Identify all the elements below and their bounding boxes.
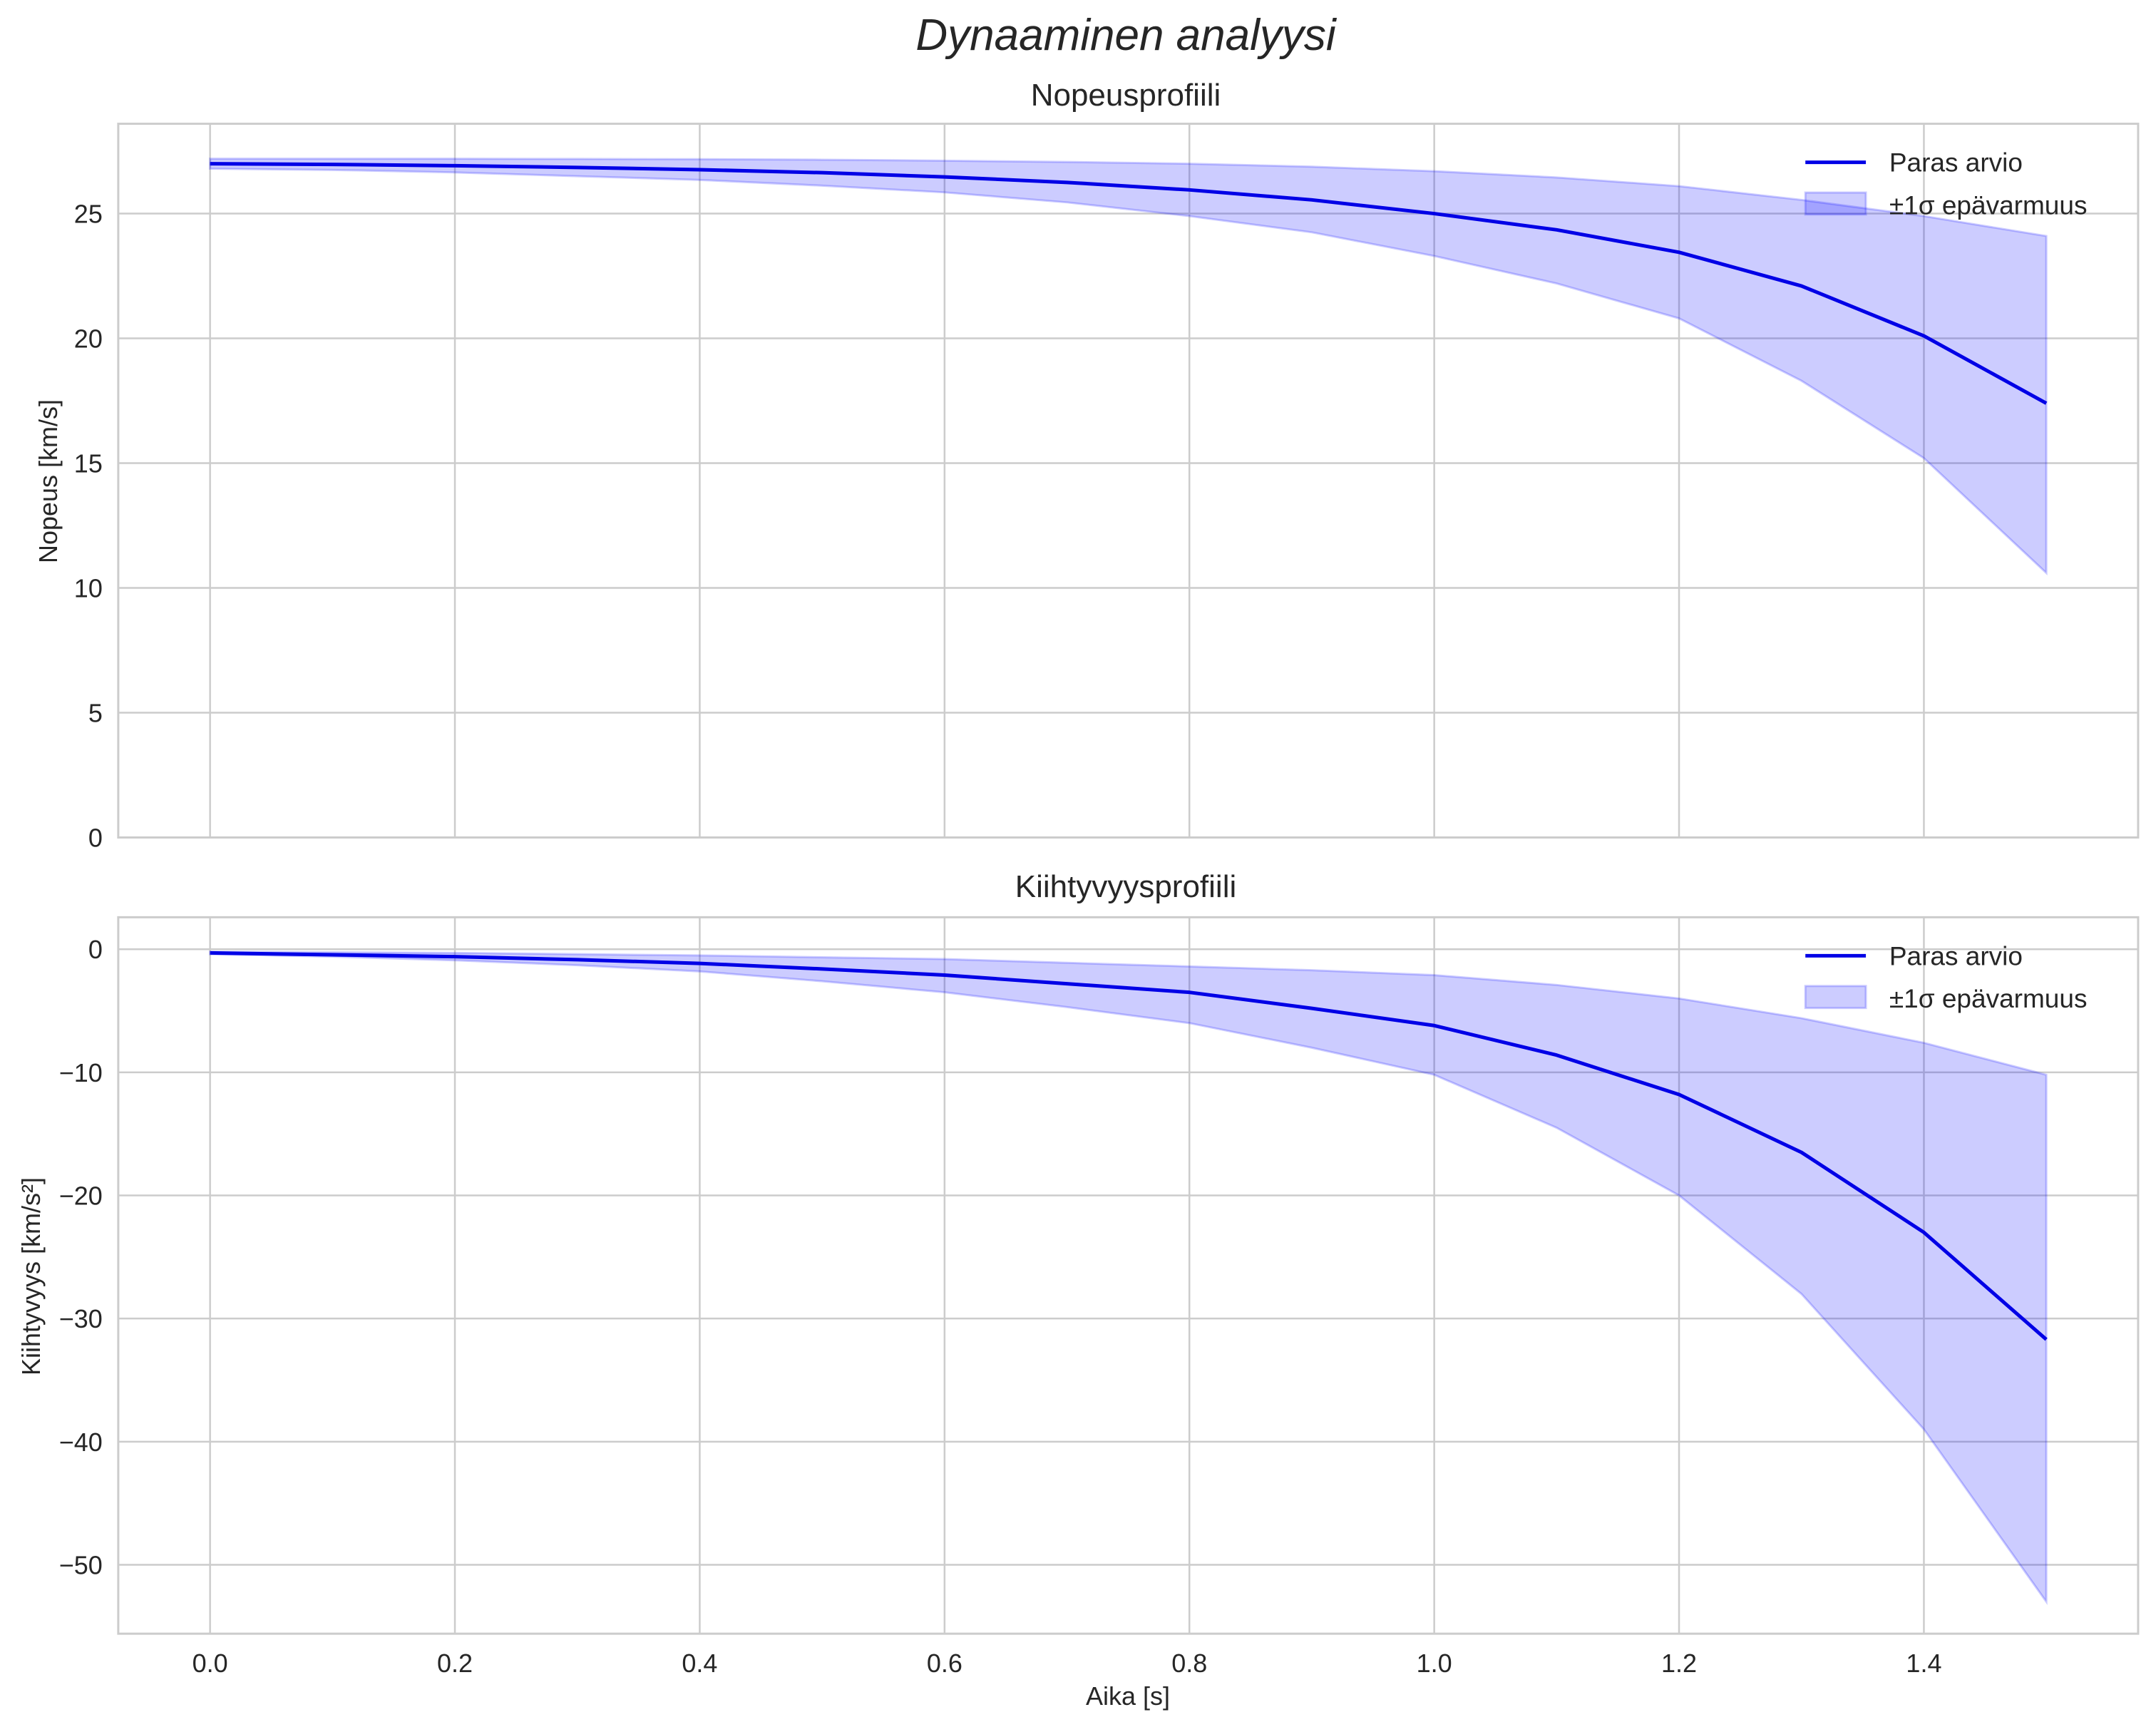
acceleration-best-estimate-line <box>210 950 2048 1341</box>
legend-label-best-estimate: Paras arvio <box>1889 941 2023 970</box>
x-tick-label: 0.0 <box>192 1649 228 1678</box>
y-tick-label: −50 <box>59 1550 103 1579</box>
figure-suptitle: Dynaaminen analyysi <box>915 11 1338 60</box>
x-axis-label: Aika [s] <box>1086 1681 1170 1711</box>
acceleration-ylabel: Kiihtyvyys [km/s²] <box>16 1177 46 1375</box>
velocity-legend: Paras arvio ±1σ epävarmuus <box>1804 148 2088 220</box>
legend-band-swatch <box>1804 985 1867 1010</box>
x-tick-label: 0.4 <box>682 1649 717 1678</box>
acceleration-subplot: Kiihtyvyysprofiili 0.0 0.2 0.4 0.6 0.8 1.0 1.2… <box>16 869 2140 1678</box>
legend-label-uncertainty: ±1σ epävarmuus <box>1889 190 2088 220</box>
velocity-gridlines <box>117 123 2140 839</box>
uncertainty-band-area <box>209 158 2048 575</box>
legend-band-swatch <box>1804 191 1867 216</box>
y-tick-label: 5 <box>88 699 103 728</box>
x-tick-label: 0.8 <box>1171 1649 1207 1678</box>
x-tick-label: 1.4 <box>1906 1649 1941 1678</box>
acceleration-gridlines <box>117 916 2140 1635</box>
y-tick-label: −20 <box>59 1182 103 1211</box>
velocity-subplot-title: Nopeusprofiili <box>1031 78 1221 113</box>
velocity-ylabel: Nopeus [km/s] <box>34 399 63 563</box>
y-tick-label: 20 <box>74 324 103 354</box>
velocity-best-estimate-line <box>210 162 2048 405</box>
y-tick-label: −30 <box>59 1304 103 1333</box>
x-tick-label: 1.0 <box>1417 1649 1452 1678</box>
y-tick-label: 0 <box>88 824 103 853</box>
y-tick-label: −10 <box>59 1058 103 1087</box>
best-estimate-path <box>210 162 2048 405</box>
acceleration-legend: Paras arvio ±1σ epävarmuus <box>1804 941 2088 1013</box>
legend-label-best-estimate: Paras arvio <box>1889 148 2023 178</box>
y-tick-label: −40 <box>59 1428 103 1457</box>
y-tick-label: 15 <box>74 449 103 478</box>
velocity-tick-labels: 0 5 10 15 20 25 <box>74 200 103 853</box>
y-tick-label: 10 <box>74 574 103 603</box>
x-tick-label: 0.6 <box>927 1649 962 1678</box>
acceleration-subplot-title: Kiihtyvyysprofiili <box>1015 869 1237 904</box>
acceleration-uncertainty-band <box>209 950 2048 1605</box>
best-estimate-path <box>210 950 2048 1341</box>
y-tick-label: 0 <box>88 935 103 964</box>
velocity-uncertainty-band <box>209 158 2048 575</box>
x-tick-label: 1.2 <box>1661 1649 1697 1678</box>
x-tick-label: 0.2 <box>437 1649 473 1678</box>
legend-label-uncertainty: ±1σ epävarmuus <box>1889 984 2088 1013</box>
y-tick-label: 25 <box>74 200 103 229</box>
acceleration-tick-labels: 0.0 0.2 0.4 0.6 0.8 1.0 1.2 1.4 0 −10 −20 −30 −40 −50 <box>59 935 1942 1678</box>
uncertainty-band-area <box>209 950 2048 1605</box>
